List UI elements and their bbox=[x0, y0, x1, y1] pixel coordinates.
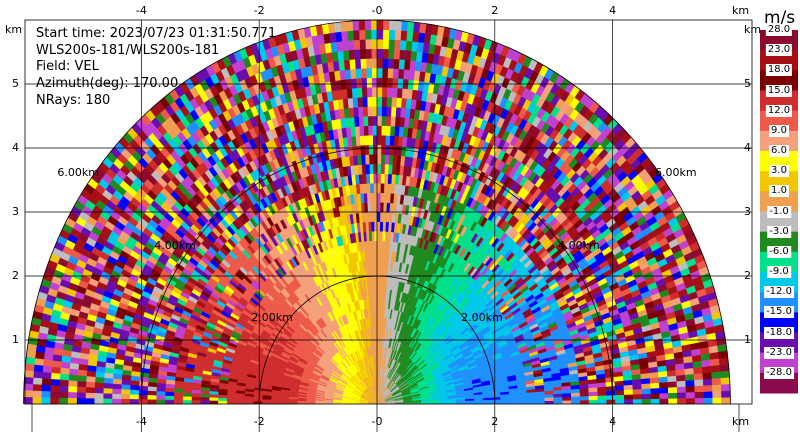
ring-label-left-4: 4.00km bbox=[154, 238, 196, 252]
colorbar-label-1: 23.0 bbox=[765, 44, 793, 57]
ring-label-right-6: 6.00km bbox=[655, 165, 697, 179]
colorbar-label-10: -3.0 bbox=[767, 225, 791, 238]
colorbar-label-14: -15.0 bbox=[764, 306, 794, 319]
y-tick-label-right-0: 1 bbox=[744, 333, 751, 346]
colorbar-label-4: 12.0 bbox=[765, 104, 793, 117]
velocity-field bbox=[23, 19, 731, 405]
x-tick-label-top-3: 2 bbox=[491, 4, 499, 17]
colorbar-label-11: -6.0 bbox=[767, 245, 791, 258]
colorbar-label-12: -9.0 bbox=[767, 266, 791, 278]
colorbar-label-13: -12.0 bbox=[764, 286, 794, 299]
x-tick-label-top-4: 4 bbox=[609, 4, 617, 17]
x-tick-label-bottom-0: -4 bbox=[135, 415, 147, 428]
colorbar-label-3: 15.0 bbox=[765, 84, 793, 97]
axis-unit-right: km bbox=[744, 23, 762, 36]
y-tick-label-left-0: 1 bbox=[12, 333, 19, 346]
colorbar-label-6: 6.0 bbox=[769, 145, 789, 157]
y-tick-label-right-2: 3 bbox=[744, 205, 751, 218]
ring-label-left-6: 6.00km bbox=[57, 165, 99, 179]
ring-label-left-2: 2.00km bbox=[251, 311, 293, 325]
x-tick-label-top-0: -4 bbox=[135, 4, 147, 17]
y-tick-label-left-1: 2 bbox=[12, 269, 19, 282]
y-tick-label-left-4: 5 bbox=[12, 77, 19, 90]
axis-unit-top-left: km bbox=[5, 23, 23, 36]
grid-lines bbox=[25, 20, 752, 404]
x-tick-label-bottom-1: -2 bbox=[253, 415, 265, 428]
y-tick-label-right-3: 4 bbox=[744, 141, 751, 154]
axis-unit-top-right: km bbox=[732, 4, 750, 17]
colorbar-label-0: 28.0 bbox=[765, 24, 793, 36]
ring-label-right-2: 2.00km bbox=[461, 311, 503, 325]
y-tick-label-right-4: 5 bbox=[744, 77, 751, 90]
colorbar-label-17: -28.0 bbox=[764, 366, 794, 379]
axis-unit-bottom-right: km bbox=[732, 415, 750, 428]
y-tick-label-right-1: 2 bbox=[744, 269, 751, 282]
colorbar-label-9: -1.0 bbox=[767, 205, 791, 218]
start-time-text: Start time: 2023/07/23 01:31:50.771 bbox=[36, 26, 277, 41]
plot-frame bbox=[24, 19, 753, 405]
azimuth-text: Azimuth(deg): 170.00 bbox=[36, 76, 179, 91]
x-tick-label-bottom-4: 4 bbox=[609, 415, 617, 428]
colorbar-unit: m/s bbox=[764, 8, 796, 28]
colorbar-label-15: -18.0 bbox=[764, 326, 794, 339]
x-tick-label-top-2: -0 bbox=[371, 4, 383, 17]
x-tick-label-bottom-3: 2 bbox=[491, 415, 499, 428]
colorbar-label-5: 9.0 bbox=[769, 124, 789, 137]
y-tick-label-left-3: 4 bbox=[12, 141, 19, 154]
y-tick-label-left-2: 3 bbox=[12, 205, 19, 218]
colorbar-label-16: -23.0 bbox=[764, 346, 794, 359]
colorbar-label-2: 18.0 bbox=[765, 64, 793, 77]
nrays-text: NRays: 180 bbox=[36, 93, 111, 108]
field-text: Field: VEL bbox=[36, 59, 99, 74]
x-tick-label-top-1: -2 bbox=[253, 4, 265, 17]
ring-label-right-4: 4.00km bbox=[558, 238, 600, 252]
axes-frame bbox=[24, 19, 753, 432]
colorbar-label-7: 3.0 bbox=[769, 165, 789, 178]
x-tick-label-bottom-2: -0 bbox=[371, 415, 383, 428]
instrument-text: WLS200s-181/WLS200s-181 bbox=[36, 43, 220, 58]
colorbar-label-8: 1.0 bbox=[769, 185, 789, 198]
